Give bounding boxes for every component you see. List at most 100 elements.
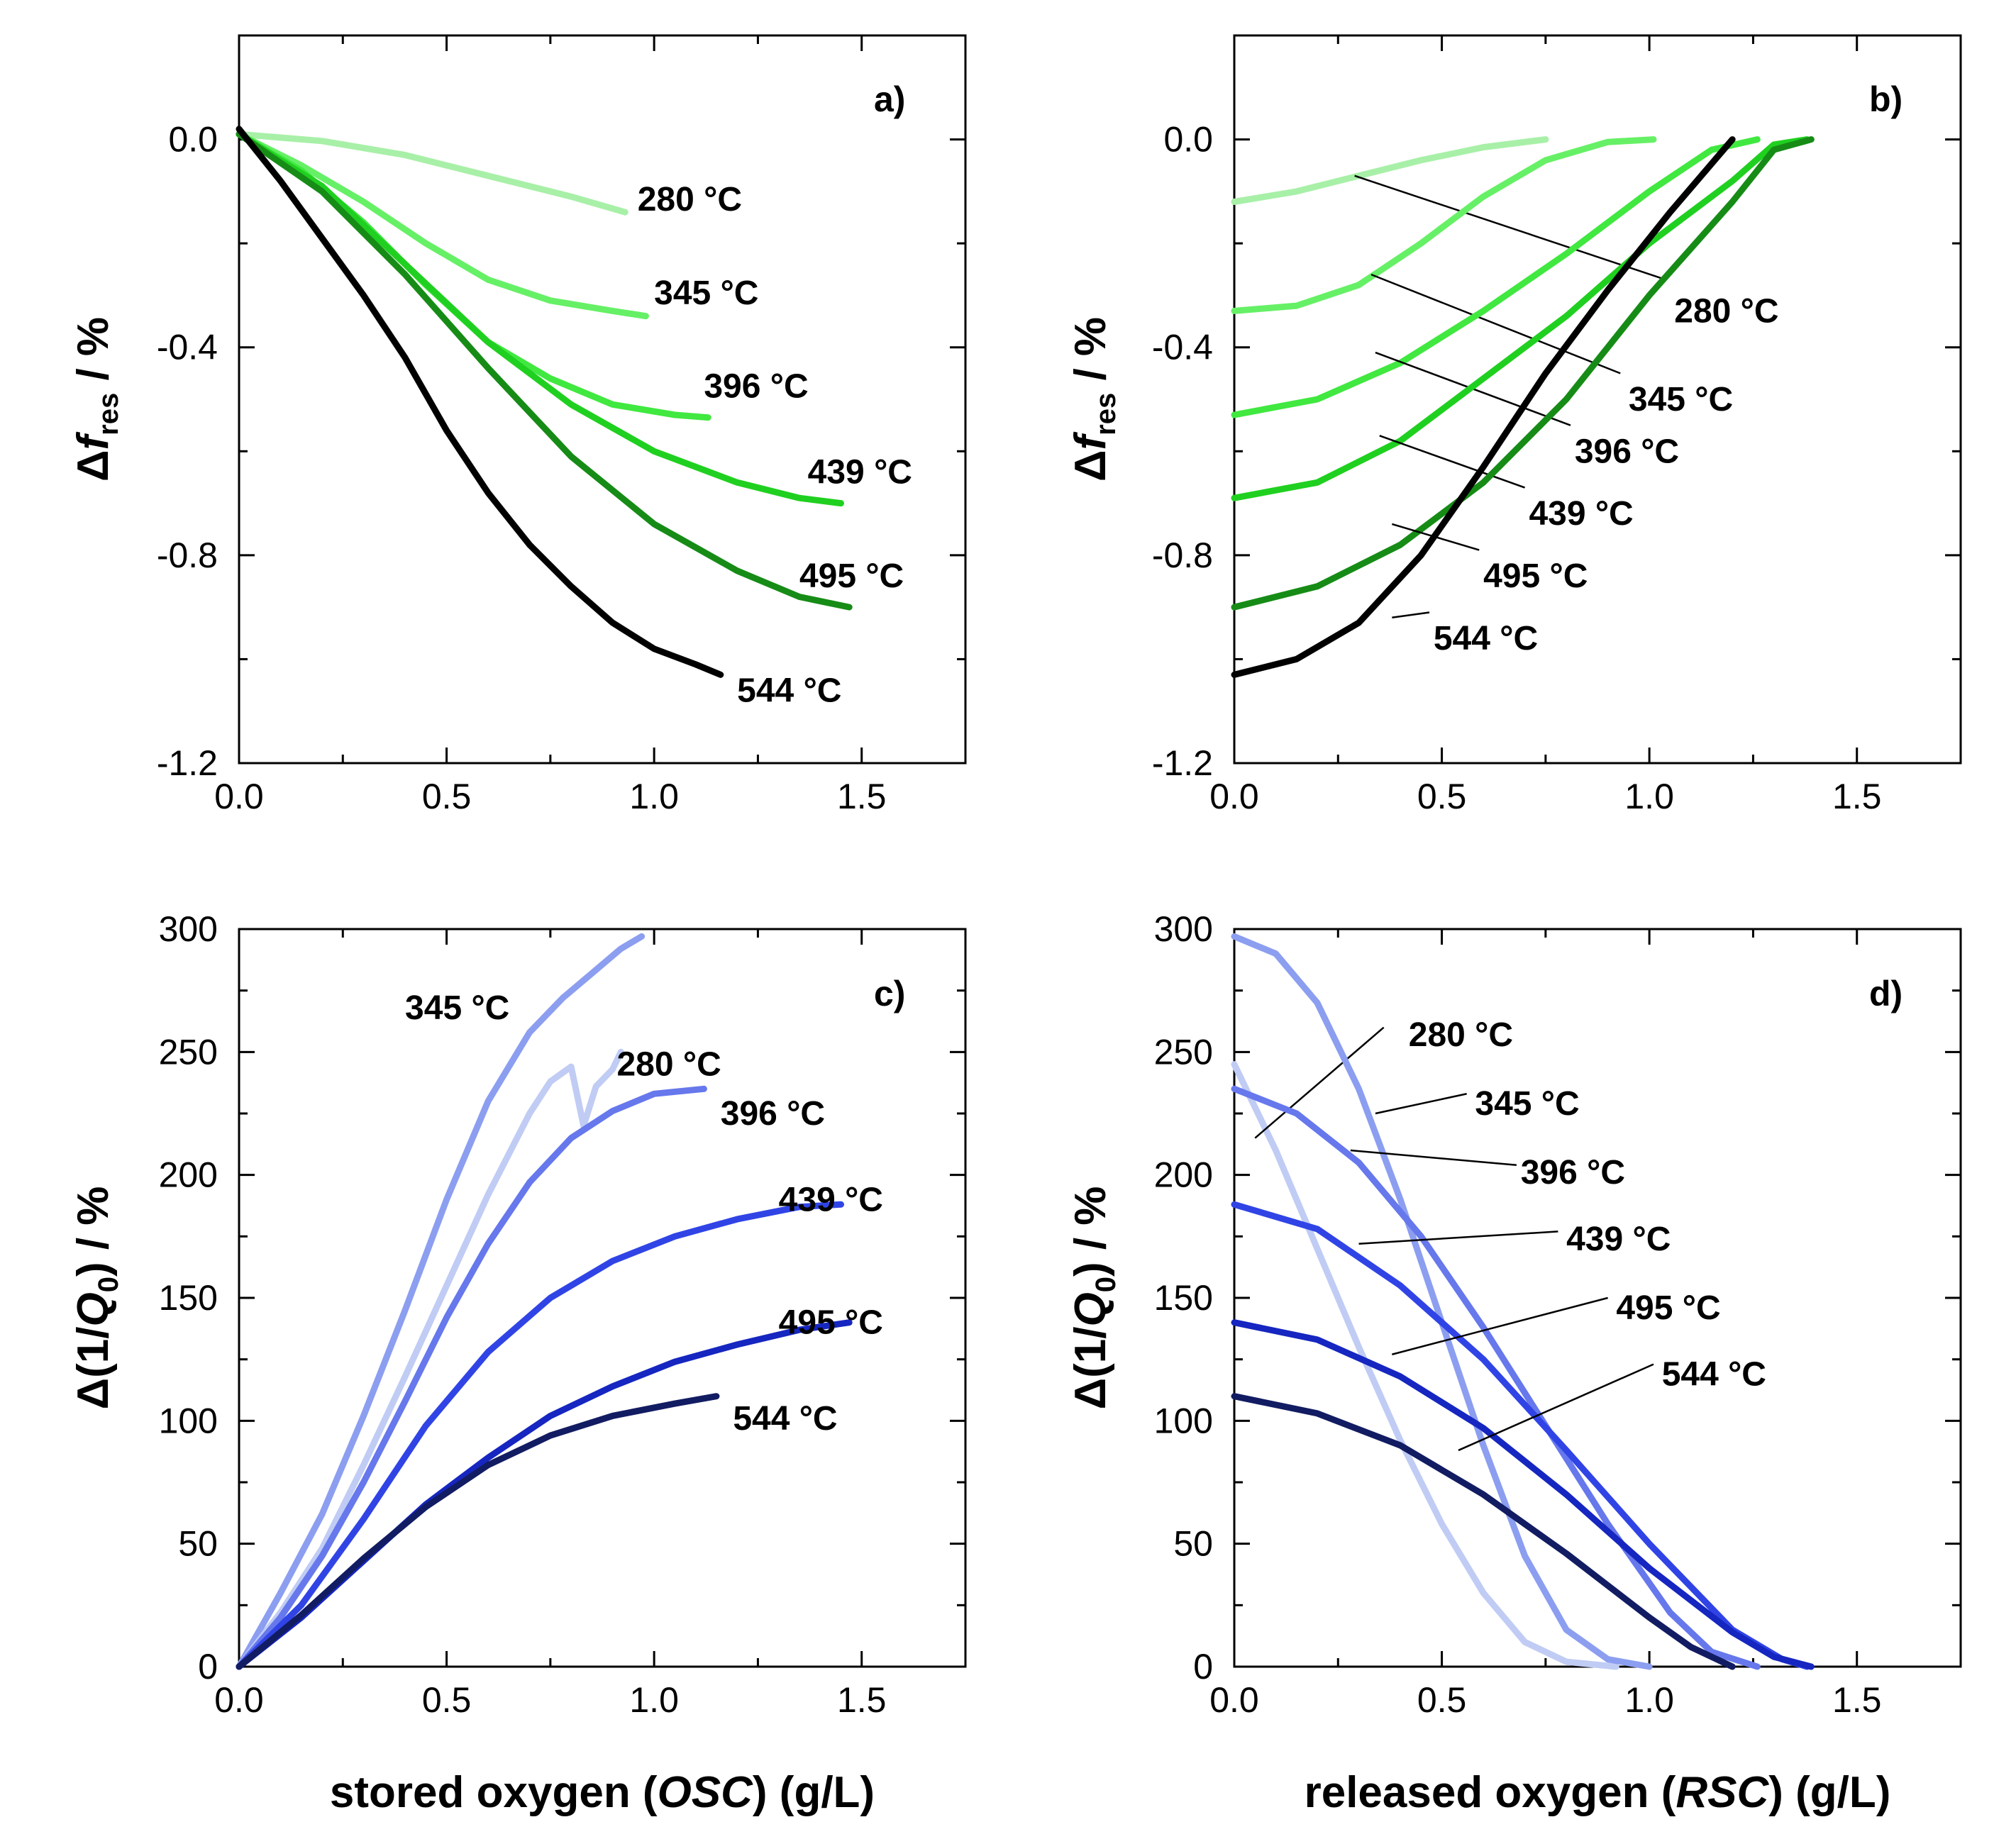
x-tick-label-b-3: 1.5 xyxy=(1832,777,1882,816)
y-tick-label-b-3: -1.2 xyxy=(1152,743,1213,783)
series-group-b: 280 °C 345 °C 396 °C 439 °C 495 °C 544 °C xyxy=(1231,136,1815,678)
leader-line-b-544 xyxy=(1392,611,1430,619)
series-label-b-439: 439 °C xyxy=(1529,495,1633,533)
x-tick-label-c-1: 0.5 xyxy=(422,1680,472,1720)
x-tick-label-b-0: 0.0 xyxy=(1209,777,1259,816)
panel-a: 0.0 0.5 1.0 1.5 0.0 -0.4 -0.8 -1.2 280 °C 345 °C… xyxy=(69,34,967,816)
series-line-c-345 xyxy=(236,933,646,1670)
x-tick-label-d-3: 1.5 xyxy=(1832,1680,1882,1720)
series-label-d-280: 280 °C xyxy=(1409,1016,1513,1054)
series-line-d-544 xyxy=(1231,1393,1736,1670)
series-label-a-280: 280 °C xyxy=(638,181,742,218)
series-line-b-495 xyxy=(1231,136,1815,611)
y-tick-label-c-1: 50 xyxy=(178,1524,218,1564)
plot-frame-a xyxy=(238,34,967,765)
x-axis-label-c: stored oxygen (OSC) (g/L) xyxy=(330,1768,875,1817)
y-tick-label-b-2: -0.8 xyxy=(1152,535,1213,575)
series-line-d-495 xyxy=(1231,1319,1815,1670)
series-group-a: 280 °C 345 °C 396 °C 439 °C 495 °C 544 °C xyxy=(236,126,912,709)
y-tick-label-c-2: 100 xyxy=(159,1401,218,1440)
y-tick-label-b-1: -0.4 xyxy=(1152,328,1213,367)
x-tick-label-b-2: 1.0 xyxy=(1624,777,1674,816)
series-label-c-280: 280 °C xyxy=(616,1046,721,1084)
y-tick-label-a-3: -1.2 xyxy=(157,743,218,783)
series-line-a-495 xyxy=(236,130,853,611)
series-label-b-345: 345 °C xyxy=(1629,381,1733,418)
y-tick-label-c-3: 150 xyxy=(159,1278,218,1318)
series-label-d-396: 396 °C xyxy=(1521,1154,1625,1191)
x-tick-label-d-0: 0.0 xyxy=(1209,1680,1259,1720)
series-line-a-345 xyxy=(236,130,649,320)
panel-label-d: d) xyxy=(1869,974,1903,1013)
x-tick-label-c-0: 0.0 xyxy=(214,1680,264,1720)
series-line-b-396 xyxy=(1231,136,1761,418)
series-label-d-439: 439 °C xyxy=(1566,1221,1671,1258)
y-tick-label-d-1: 50 xyxy=(1173,1524,1213,1564)
y-axis-label-a: Δfres / % xyxy=(69,317,124,482)
y-tick-label-c-6: 300 xyxy=(159,909,218,949)
series-line-c-544 xyxy=(236,1393,720,1670)
leader-line-b-280 xyxy=(1354,174,1666,281)
y-tick-label-d-4: 200 xyxy=(1154,1155,1213,1195)
x-tick-label-a-0: 0.0 xyxy=(214,777,264,816)
y-axis-label-d: Δ(1/Q0) / % xyxy=(1066,1187,1121,1410)
panel-label-b: b) xyxy=(1869,79,1903,119)
series-line-b-439 xyxy=(1231,136,1810,501)
x-axis-label-d: released oxygen (RSC) (g/L) xyxy=(1305,1768,1891,1817)
y-tick-label-d-3: 150 xyxy=(1154,1278,1213,1318)
series-label-d-544: 544 °C xyxy=(1662,1355,1766,1393)
series-label-a-495: 495 °C xyxy=(799,557,904,595)
x-tick-label-c-2: 1.0 xyxy=(629,1680,679,1720)
series-label-c-345: 345 °C xyxy=(405,989,509,1027)
series-label-c-439: 439 °C xyxy=(779,1181,883,1218)
leader-line-d-439 xyxy=(1358,1230,1558,1245)
series-line-a-439 xyxy=(236,130,844,507)
x-tick-label-a-1: 0.5 xyxy=(422,777,472,816)
y-tick-label-c-0: 0 xyxy=(198,1647,218,1687)
series-label-d-345: 345 °C xyxy=(1475,1085,1579,1123)
y-axis-label-b: Δfres / % xyxy=(1066,317,1121,482)
plot-frame-d xyxy=(1233,928,1962,1668)
y-tick-label-c-5: 250 xyxy=(159,1032,218,1072)
series-line-c-396 xyxy=(236,1085,707,1670)
series-line-c-280 xyxy=(236,1048,624,1670)
series-label-b-280: 280 °C xyxy=(1674,292,1778,330)
panel-label-a: a) xyxy=(874,79,905,119)
y-tick-label-d-2: 100 xyxy=(1154,1401,1213,1440)
series-label-c-495: 495 °C xyxy=(779,1304,883,1342)
axis-ticks-c: 0.0 0.5 1.0 1.5 0 50 100 150 200 250 300 xyxy=(159,909,965,1720)
y-tick-label-d-6: 300 xyxy=(1154,909,1213,949)
series-label-c-544: 544 °C xyxy=(733,1400,837,1438)
axis-ticks-b: 0.0 0.5 1.0 1.5 0.0 -0.4 -0.8 -1.2 xyxy=(1152,35,1961,816)
leader-line-d-396 xyxy=(1350,1149,1517,1167)
series-label-b-495: 495 °C xyxy=(1483,557,1588,595)
y-tick-label-d-5: 250 xyxy=(1154,1032,1213,1072)
leader-line-d-495 xyxy=(1392,1296,1608,1355)
axis-ticks-a: 0.0 0.5 1.0 1.5 0.0 -0.4 -0.8 -1.2 xyxy=(157,35,965,816)
plot-frame-c xyxy=(238,928,967,1668)
y-tick-label-c-4: 200 xyxy=(159,1155,218,1195)
y-tick-label-a-0: 0.0 xyxy=(168,120,218,160)
series-label-a-544: 544 °C xyxy=(737,672,841,709)
panel-b: 0.0 0.5 1.0 1.5 0.0 -0.4 -0.8 -1.2 280 °C 345 °C… xyxy=(1066,34,1962,816)
series-line-b-280 xyxy=(1231,136,1549,205)
series-label-a-439: 439 °C xyxy=(808,454,912,491)
x-tick-label-b-1: 0.5 xyxy=(1417,777,1467,816)
series-label-b-544: 544 °C xyxy=(1434,620,1538,657)
y-tick-label-a-2: -0.8 xyxy=(157,535,218,575)
panel-d: 0.0 0.5 1.0 1.5 0 50 100 150 200 250 300 280 °C 345… xyxy=(1066,909,1962,1817)
y-tick-label-a-1: -0.4 xyxy=(157,328,218,367)
leader-line-b-439 xyxy=(1379,435,1526,489)
leader-line-d-544 xyxy=(1458,1363,1654,1452)
series-line-d-396 xyxy=(1231,1085,1761,1670)
x-tick-label-c-3: 1.5 xyxy=(837,1680,887,1720)
series-label-a-345: 345 °C xyxy=(654,274,758,312)
plot-frame-b xyxy=(1233,34,1962,765)
y-tick-label-b-0: 0.0 xyxy=(1163,120,1213,160)
x-tick-label-a-2: 1.0 xyxy=(629,777,679,816)
series-label-c-396: 396 °C xyxy=(721,1095,825,1133)
x-tick-label-d-1: 0.5 xyxy=(1417,1680,1467,1720)
series-line-b-345 xyxy=(1231,136,1657,314)
